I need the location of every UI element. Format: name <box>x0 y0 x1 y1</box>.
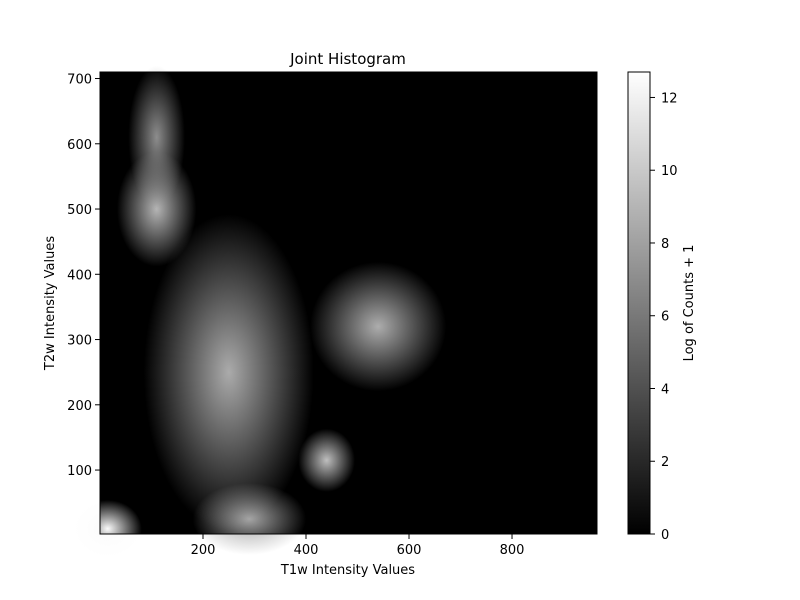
colorbar-label: Log of Counts + 1 <box>682 245 697 362</box>
y-tick-label: 700 <box>67 73 92 88</box>
colorbar-tick-label: 0 <box>661 528 669 543</box>
x-axis-ticks: 200 400 600 800 <box>191 534 525 558</box>
y-tick-label: 200 <box>67 399 92 414</box>
plot-area <box>73 65 598 558</box>
y-tick-label: 400 <box>67 268 92 283</box>
y-axis-label: T2w Intensity Values <box>43 236 58 371</box>
plot-frame <box>99 71 598 535</box>
density-blob <box>143 214 314 531</box>
y-tick-label: 500 <box>67 203 92 218</box>
colorbar-tick-label: 10 <box>661 164 678 179</box>
density-blob <box>298 428 355 492</box>
y-axis-ticks: 100 200 300 400 500 600 700 <box>67 73 100 479</box>
heatmap-layer <box>73 65 447 558</box>
y-tick-label: 100 <box>67 464 92 479</box>
x-axis-label: T1w Intensity Values <box>280 563 415 578</box>
chart-title: Joint Histogram <box>289 50 406 68</box>
colorbar: 0 2 4 6 8 10 12 Log of Counts + 1 <box>627 71 697 543</box>
colorbar-ticks: 0 2 4 6 8 10 12 <box>650 91 678 543</box>
colorbar-tick-label: 2 <box>661 455 669 470</box>
colorbar-tick-label: 12 <box>661 91 678 106</box>
density-blob <box>310 261 447 392</box>
x-tick-label: 600 <box>397 543 422 558</box>
colorbar-tick-label: 6 <box>661 310 669 325</box>
x-tick-label: 200 <box>191 543 216 558</box>
density-blob <box>128 65 185 210</box>
x-tick-label: 400 <box>294 543 319 558</box>
colorbar-tick-label: 4 <box>661 382 669 397</box>
y-tick-label: 300 <box>67 334 92 349</box>
colorbar-gradient <box>627 71 651 535</box>
y-tick-label: 600 <box>67 138 92 153</box>
density-blob <box>73 500 142 558</box>
x-tick-label: 800 <box>500 543 525 558</box>
colorbar-tick-label: 8 <box>661 237 669 252</box>
